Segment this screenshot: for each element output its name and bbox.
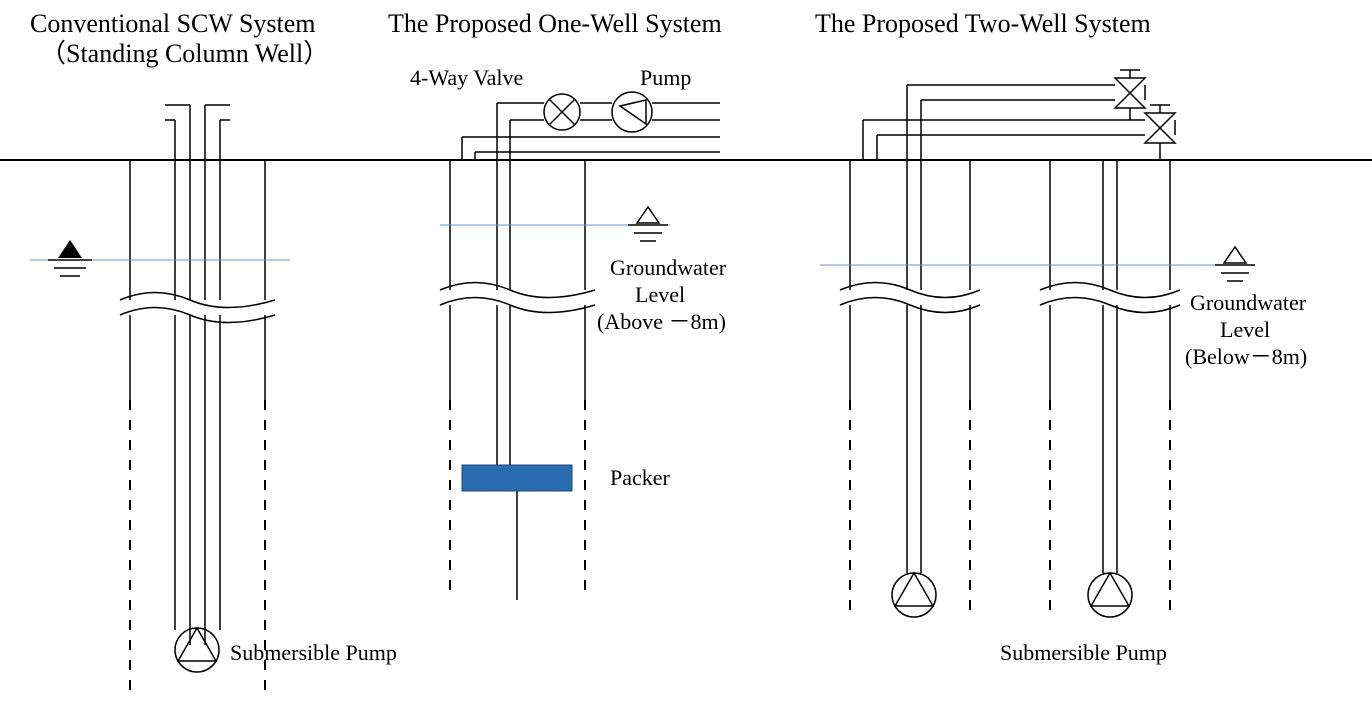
one-well-system: The Proposed One-Well System 4-Way Valve… [388,9,727,600]
valve-icon-1 [1115,70,1145,108]
water-level-symbol-2 [628,207,668,241]
pump-label: Pump [640,65,691,90]
gw-label-1b: Level [635,282,685,307]
water-level-symbol-1 [48,240,92,276]
water-level-symbol-3 [1215,247,1255,281]
submersible-pump-label-2: Submersible Pump [1000,640,1167,665]
gw-label-1a: Groundwater [610,255,727,280]
submersible-pump-icon [175,628,219,672]
valve-label: 4-Way Valve [410,65,523,90]
conventional-scw-system: Conventional SCW System （Standing Column… [30,9,397,700]
gw-label-2c: (Below－8m) [1185,344,1307,369]
submersible-pump-label-1: Submersible Pump [230,640,397,665]
surface-pump-icon [612,92,652,132]
two-well-system: The Proposed Two-Well System [815,9,1307,665]
title-conventional-line2: （Standing Column Well） [40,39,329,68]
submersible-pump-icon-left [892,573,936,617]
four-way-valve-icon [544,94,580,130]
packer-icon [462,465,572,491]
valve-icon-2 [1145,105,1175,143]
submersible-pump-icon-right [1088,573,1132,617]
packer-label: Packer [610,465,671,490]
well-systems-diagram: Conventional SCW System （Standing Column… [0,0,1372,707]
gw-label-2b: Level [1220,317,1270,342]
title-two-well: The Proposed Two-Well System [815,9,1151,38]
gw-label-2a: Groundwater [1190,290,1307,315]
title-one-well: The Proposed One-Well System [388,9,722,38]
gw-label-1c: (Above －8m) [597,309,726,334]
title-conventional-line1: Conventional SCW System [30,9,316,38]
